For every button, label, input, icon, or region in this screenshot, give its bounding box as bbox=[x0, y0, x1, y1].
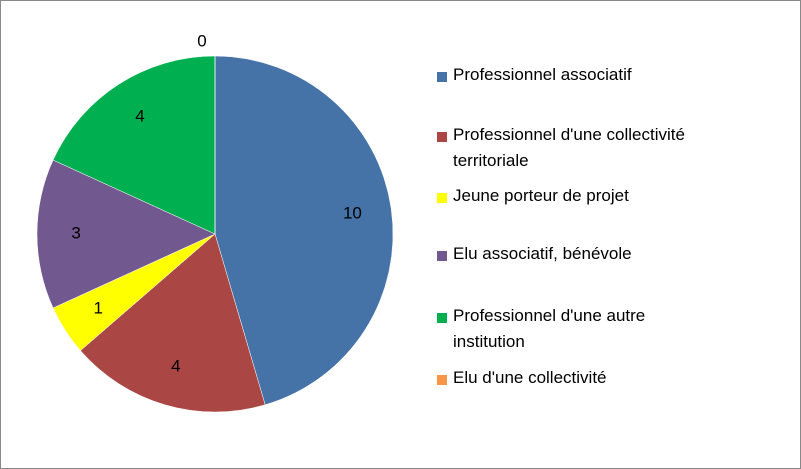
pie-slice bbox=[52, 55, 216, 235]
legend-swatch bbox=[437, 313, 447, 323]
legend-item: Professionnel d'une collectivité territo… bbox=[437, 125, 737, 174]
legend-swatch bbox=[437, 375, 447, 385]
legend-swatch bbox=[437, 132, 447, 142]
pie-slice bbox=[214, 55, 394, 406]
data-label: 4 bbox=[135, 107, 144, 126]
data-label: 0 bbox=[197, 31, 206, 50]
pie-slice bbox=[80, 233, 266, 413]
legend-label: Elu associatif, bénévole bbox=[453, 244, 632, 263]
pie-slice bbox=[36, 159, 216, 309]
legend-label: Professionnel associatif bbox=[453, 65, 632, 84]
legend-item: Jeune porteur de projet bbox=[437, 186, 737, 209]
legend-swatch bbox=[437, 193, 447, 203]
legend-item: Professionnel d'une autre institution bbox=[437, 306, 737, 355]
data-label: 4 bbox=[171, 357, 180, 376]
legend-swatch bbox=[437, 251, 447, 261]
data-label: 3 bbox=[71, 223, 80, 242]
legend-label: Jeune porteur de projet bbox=[453, 186, 629, 205]
data-label: 1 bbox=[93, 299, 102, 318]
legend-item: Elu associatif, bénévole bbox=[437, 244, 737, 267]
legend-label: Professionnel d'une autre institution bbox=[453, 306, 646, 351]
legend-item: Elu d'une collectivité bbox=[437, 368, 737, 391]
legend-label: Elu d'une collectivité bbox=[453, 368, 607, 387]
legend-item: Professionnel associatif bbox=[437, 65, 737, 88]
legend-label: Professionnel d'une collectivité territo… bbox=[453, 125, 685, 170]
legend-swatch bbox=[437, 72, 447, 82]
data-label: 10 bbox=[343, 204, 362, 223]
